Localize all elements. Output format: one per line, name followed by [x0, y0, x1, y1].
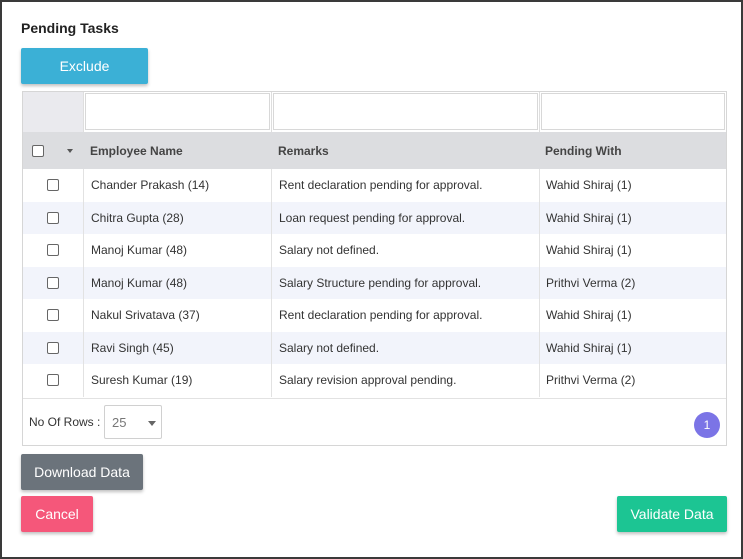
header-remarks[interactable]: Remarks	[278, 143, 329, 158]
chevron-down-icon	[148, 421, 156, 426]
row-checkbox[interactable]	[47, 276, 59, 289]
pending-with-cell: Wahid Shiraj (1)	[546, 178, 632, 193]
remarks-cell: Rent declaration pending for approval.	[272, 169, 540, 202]
remarks-cell: Loan request pending for approval.	[272, 201, 540, 234]
rows-per-page-label: No Of Rows :	[29, 415, 101, 429]
employee-name-cell: Ravi Singh (45)	[84, 331, 272, 364]
header-select	[23, 132, 84, 169]
header-pending-with[interactable]: Pending With	[545, 143, 622, 158]
rows-per-page-select[interactable]: 25	[104, 405, 162, 439]
pending-with-cell: Wahid Shiraj (1)	[546, 340, 632, 355]
pending-with-cell: Wahid Shiraj (1)	[546, 308, 632, 323]
table-row: Manoj Kumar (48) Salary not defined. Wah…	[23, 234, 726, 267]
table-body: Chander Prakash (14) Rent declaration pe…	[23, 169, 726, 397]
row-checkbox[interactable]	[47, 309, 59, 322]
table-row: Chitra Gupta (28) Loan request pending f…	[23, 201, 726, 234]
row-checkbox[interactable]	[47, 211, 59, 224]
remarks-cell: Rent declaration pending for approval.	[272, 299, 540, 332]
filter-cell-pending-with	[540, 92, 726, 132]
remarks-filter-input[interactable]	[273, 93, 538, 130]
employee-name-cell: Manoj Kumar (48)	[84, 266, 272, 299]
tasks-grid: Employee Name Remarks Pending With Chand…	[22, 91, 727, 446]
filter-row	[23, 92, 726, 132]
pending-with-cell: Prithvi Verma (2)	[546, 275, 636, 290]
filter-cell-select	[23, 92, 84, 132]
employee-name-cell: Chitra Gupta (28)	[84, 201, 272, 234]
grid-footer: No Of Rows : 25 1	[23, 398, 726, 445]
table-row: Manoj Kumar (48) Salary Structure pendin…	[23, 266, 726, 299]
remarks-cell: Salary not defined.	[272, 331, 540, 364]
pending-with-filter-input[interactable]	[541, 93, 725, 130]
employee-name-cell: Manoj Kumar (48)	[84, 234, 272, 267]
remarks-cell: Salary not defined.	[272, 234, 540, 267]
row-checkbox[interactable]	[47, 341, 59, 354]
row-checkbox[interactable]	[47, 244, 59, 257]
table-row: Chander Prakash (14) Rent declaration pe…	[23, 169, 726, 202]
employee-name-cell: Nakul Srivatava (37)	[84, 299, 272, 332]
chevron-down-icon[interactable]	[67, 149, 73, 153]
employee-name-cell: Suresh Kumar (19)	[84, 364, 272, 397]
pending-with-cell: Wahid Shiraj (1)	[546, 243, 632, 258]
table-row: Suresh Kumar (19) Salary revision approv…	[23, 364, 726, 397]
select-all-checkbox[interactable]	[32, 144, 44, 157]
row-checkbox[interactable]	[47, 374, 59, 387]
page-1-button[interactable]: 1	[694, 412, 720, 438]
remarks-cell: Salary Structure pending for approval.	[272, 266, 540, 299]
header-row: Employee Name Remarks Pending With	[23, 132, 726, 169]
remarks-cell: Salary revision approval pending.	[272, 364, 540, 397]
table-row: Nakul Srivatava (37) Rent declaration pe…	[23, 299, 726, 332]
download-data-button[interactable]: Download Data	[21, 454, 143, 490]
validate-data-button[interactable]: Validate Data	[617, 496, 727, 532]
employee-name-cell: Chander Prakash (14)	[84, 169, 272, 202]
pending-with-cell: Prithvi Verma (2)	[546, 373, 636, 388]
table-row: Ravi Singh (45) Salary not defined. Wahi…	[23, 331, 726, 364]
header-employee-name[interactable]: Employee Name	[90, 143, 183, 158]
cancel-button[interactable]: Cancel	[21, 496, 93, 532]
filter-cell-employee	[84, 92, 272, 132]
rows-per-page-value: 25	[112, 415, 127, 430]
filter-cell-remarks	[272, 92, 540, 132]
page-title: Pending Tasks	[21, 20, 119, 36]
row-checkbox[interactable]	[47, 179, 59, 192]
exclude-button[interactable]: Exclude	[21, 48, 148, 84]
pending-with-cell: Wahid Shiraj (1)	[546, 210, 632, 225]
employee-filter-input[interactable]	[85, 93, 270, 130]
